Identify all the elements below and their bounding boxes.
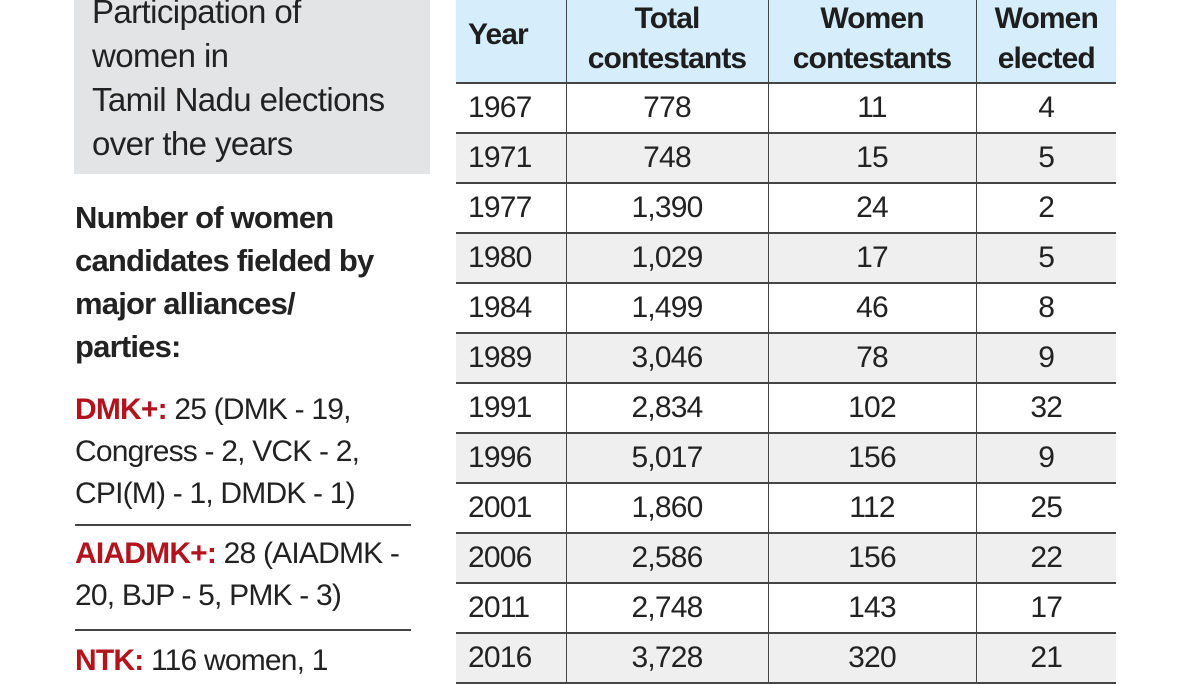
cell-year: 1967 [468,91,532,124]
cell-women-elected: 32 [975,383,1116,433]
cell-women-elected: 8 [975,283,1116,333]
cell-women-elected: 5 [975,233,1116,283]
header-women-contestants: Women contestants [767,0,976,83]
party-ntk: NTK: 116 women, 1 [75,640,413,682]
cell-year: 1980 [456,233,566,283]
table-row: 1971 748 15 5 [456,133,1116,183]
cell-women-contestants: 46 [767,283,976,333]
table-row: 1989 3,046 78 9 [456,333,1116,383]
party-dmk: DMK+: 25 (DMK - 19, Congress - 2, VCK - … [75,389,413,515]
cell-year: 1996 [456,433,566,483]
divider [75,524,411,526]
cell-year: 2006 [456,533,566,583]
cell-year: 1984 [468,291,532,324]
cell-total-contestants: 5,017 [565,433,768,483]
table-row: 1984 1,499 46 8 [456,283,1116,333]
cell-total-contestants: 778 [565,83,768,133]
cell-women-contestants: 320 [767,633,976,683]
title-box: Participation of women in Tamil Nadu ele… [74,0,430,174]
cell-total-contestants: 2,748 [565,583,768,633]
party-detail: 25 (DMK - 19, Congress - 2, VCK - 2, CPI… [75,393,360,510]
elections-table: Year Total contestants Women contestants… [456,0,1116,684]
table-row: 1991 2,834 102 32 [456,383,1116,433]
cell-total-contestants: 2,834 [565,383,768,433]
cell-total-contestants: 1,499 [565,283,768,333]
cell-year: 1977 [468,191,532,224]
table-row: 2001 1,860 112 25 [456,483,1116,533]
cell-total-contestants: 2,586 [565,533,768,583]
cell-women-contestants: 78 [767,333,976,383]
cell-year: 2016 [456,633,566,683]
party-detail: 116 women, 1 [143,644,328,677]
table-row: 2016 3,728 320 21 [456,633,1116,683]
cell-year: 1991 [468,391,532,424]
table-row: 1996 5,017 156 9 [456,433,1116,483]
cell-women-elected: 22 [975,533,1116,583]
cell-total-contestants: 3,728 [565,633,768,683]
table-row: 2011 2,748 143 17 [456,583,1116,633]
cell-women-contestants: 17 [767,233,976,283]
cell-year: 2001 [468,491,532,524]
cell-women-contestants: 24 [767,183,976,233]
table-row: 2006 2,586 156 22 [456,533,1116,583]
cell-women-contestants: 102 [767,383,976,433]
cell-women-contestants: 15 [767,133,976,183]
cell-women-contestants: 11 [767,83,976,133]
cell-women-elected: 5 [975,133,1116,183]
party-name: NTK: [75,644,144,677]
party-name: DMK+: [75,393,168,426]
divider [75,629,411,631]
cell-women-elected: 2 [975,183,1116,233]
party-aiadmk: AIADMK+: 28 (AIADMK - 20, BJP - 5, PMK -… [75,533,413,617]
table-header-row: Year Total contestants Women contestants… [456,0,1116,83]
table-row: 1977 1,390 24 2 [456,183,1116,233]
cell-women-contestants: 156 [767,533,976,583]
cell-women-contestants: 112 [767,483,976,533]
table-row: 1980 1,029 17 5 [456,233,1116,283]
cell-total-contestants: 1,029 [565,233,768,283]
header-women-elected: Women elected [975,0,1116,83]
cell-total-contestants: 3,046 [565,333,768,383]
cell-total-contestants: 748 [565,133,768,183]
page-title: Participation of women in Tamil Nadu ele… [92,0,385,162]
cell-women-elected: 17 [975,583,1116,633]
cell-year: 2011 [468,591,530,624]
table-row: 1967 778 11 4 [456,83,1116,133]
party-name: AIADMK+: [75,537,217,570]
cell-total-contestants: 1,390 [565,183,768,233]
section-subhead: Number of women candidates fielded by ma… [75,200,374,364]
cell-women-contestants: 156 [767,433,976,483]
cell-year: 1989 [456,333,566,383]
cell-total-contestants: 1,860 [565,483,768,533]
cell-women-contestants: 143 [767,583,976,633]
cell-women-elected: 4 [975,83,1116,133]
party-detail: 28 (AIADMK - 20, BJP - 5, PMK - 3) [75,537,400,612]
cell-women-elected: 9 [975,333,1116,383]
header-year: Year [456,0,566,83]
cell-women-elected: 25 [975,483,1116,533]
cell-women-elected: 9 [975,433,1116,483]
cell-year: 1971 [456,133,566,183]
cell-women-elected: 21 [975,633,1116,683]
header-total-contestants: Total contestants [565,0,768,83]
